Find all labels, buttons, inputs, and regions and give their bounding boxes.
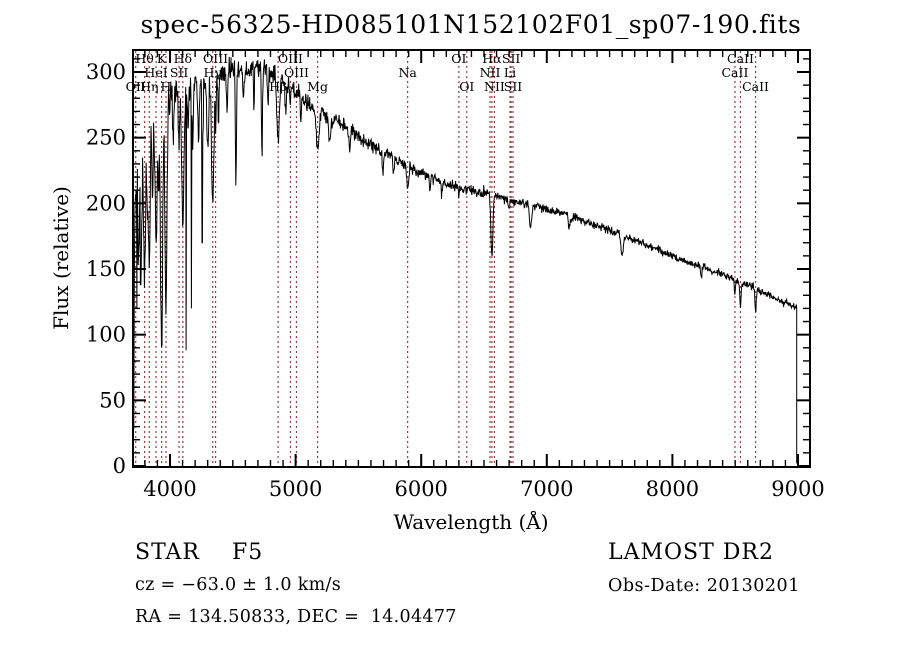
spectral-line-label: OI — [459, 79, 474, 94]
spectral-line-label: Hη — [140, 79, 158, 94]
spectral-line-label: K — [157, 51, 167, 66]
survey-label: LAMOST DR2 — [608, 540, 774, 565]
spectral-line-label: CaII — [727, 51, 754, 66]
spectral-line-label: Mg — [307, 79, 328, 94]
spectral-line-label: OIII — [203, 51, 228, 66]
x-axis-title: Wavelength (Å) — [393, 509, 548, 534]
spectral-line-label: Li — [504, 65, 516, 80]
spectral-line-label: OIII — [278, 51, 303, 66]
spectral-line-label: OIII — [284, 65, 309, 80]
spectral-line-label: Hδ — [174, 51, 192, 66]
spectral-line-label: NII — [484, 79, 505, 94]
x-tick-label: 7000 — [520, 477, 573, 501]
ra-dec-label: RA = 134.50833, DEC = 14.04477 — [135, 607, 457, 627]
object-class-label: STAR F5 — [135, 540, 264, 565]
y-tick-label: 200 — [86, 191, 126, 215]
y-tick-label: 250 — [86, 126, 126, 150]
spectral-line-label: SII — [170, 65, 189, 80]
radial-velocity-label: cz = −63.0 ± 1.0 km/s — [135, 575, 341, 595]
spectral-line-label: Hθ — [135, 51, 153, 66]
spectral-line-label: SII — [504, 79, 523, 94]
x-tick-label: 6000 — [394, 477, 447, 501]
spectral-line-label: CaII — [721, 65, 748, 80]
spectral-line-label: CaII — [742, 79, 769, 94]
spectral-line-label: H — [161, 79, 172, 94]
y-tick-label: 50 — [99, 388, 126, 412]
spectral-line-label: NII — [480, 65, 501, 80]
y-axis-title: Flux (relative) — [49, 186, 73, 330]
spectrum-curve — [132, 56, 798, 464]
x-tick-label: 8000 — [646, 477, 699, 501]
plot-border — [132, 49, 811, 468]
y-tick-label: 100 — [86, 323, 126, 347]
plot-title: spec-56325-HD085101N152102F01_sp07-190.f… — [140, 10, 802, 39]
spectral-line-label: Na — [398, 65, 417, 80]
spectral-line-label: Hα — [482, 51, 502, 66]
spectral-line-label: OII — [126, 79, 146, 94]
y-tick-label: 150 — [86, 257, 126, 281]
obs-date-label: Obs-Date: 20130201 — [608, 576, 800, 596]
x-tick-label: 4000 — [143, 477, 196, 501]
spectral-line-label: OI — [451, 51, 466, 66]
spectral-line-label: HeI — [144, 65, 167, 80]
x-tick-label: 9000 — [771, 477, 824, 501]
spectral-line-label: SII — [502, 51, 521, 66]
y-tick-label: 0 — [113, 454, 126, 478]
y-tick-label: 300 — [86, 60, 126, 84]
x-tick-label: 5000 — [269, 477, 322, 501]
